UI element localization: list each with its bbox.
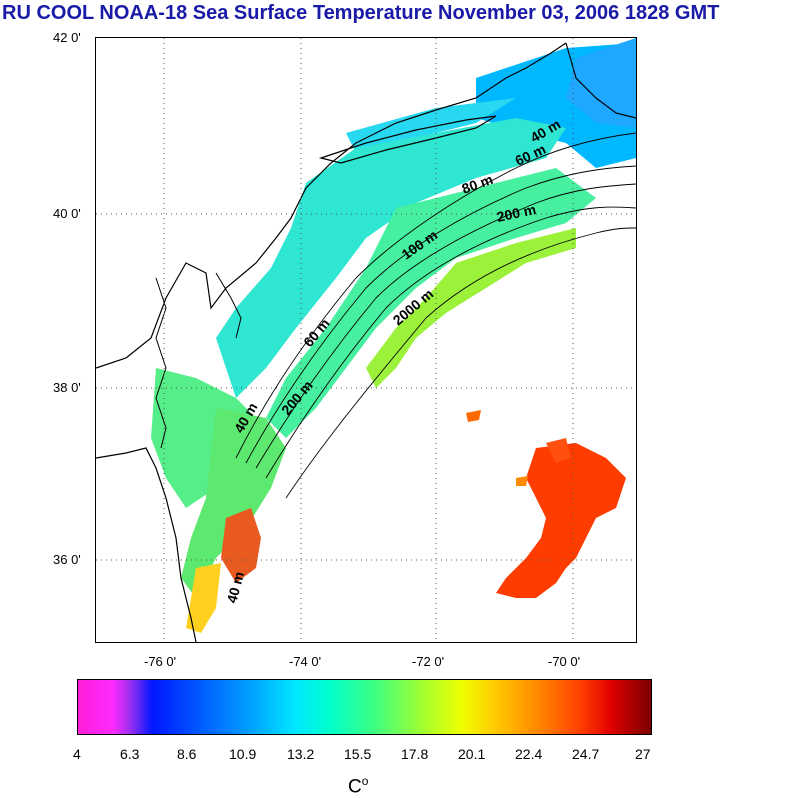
sst-gulf-maine (566, 38, 636, 128)
map-canvas: 40 m 60 m 80 m 200 m 100 m 2000 m 60 m 2… (96, 38, 636, 642)
colorbar-tick-22-4: 22.4 (515, 746, 543, 762)
colorbar-tick-6-3: 6.3 (120, 746, 140, 762)
long-island (318, 115, 497, 164)
unit-text: C (348, 776, 362, 798)
sst-gulf-stream-patch (546, 438, 571, 463)
colorbar-tick-8-6: 8.6 (177, 746, 197, 762)
graticule (96, 38, 636, 642)
sst-warm-cape-hatteras (221, 508, 261, 583)
lon-label-74: -74 0' (289, 654, 322, 669)
sst-li-sound (346, 98, 516, 153)
delaware-bay (215, 272, 242, 339)
colorbar-tick-13-2: 13.2 (287, 746, 315, 762)
colorbar-tick-15-5: 15.5 (344, 746, 372, 762)
sst-shelf-green (266, 168, 596, 438)
lat-label-36: 36 0' (53, 552, 81, 567)
lat-label-42: 42 0' (53, 30, 81, 45)
lon-label-72: -72 0' (412, 654, 445, 669)
unit-superscript: o (361, 774, 369, 788)
colorbar-tick-27: 27 (635, 746, 651, 762)
lon-label-70: -70 0' (548, 654, 581, 669)
colorbar-tick-4: 4 (73, 746, 81, 762)
colorbar-tick-10-9: 10.9 (229, 746, 257, 762)
sst-shelf-cyan (216, 118, 566, 398)
lat-label-38: 38 0' (53, 380, 81, 395)
sst-map: 40 m 60 m 80 m 200 m 100 m 2000 m 60 m 2… (95, 37, 637, 643)
colorbar-tick-24-7: 24.7 (572, 746, 600, 762)
sst-orange-patch (516, 476, 528, 486)
lat-label-40: 40 0' (53, 206, 81, 221)
sst-slope-yellowgreen (366, 228, 576, 388)
chesapeake-bay (155, 277, 167, 449)
colorbar-tick-20-1: 20.1 (458, 746, 486, 762)
sst-southern-shelf (181, 408, 286, 598)
sst-gulf-stream-small (466, 410, 481, 422)
contour-label-40m-south: 40 m (223, 570, 247, 605)
colorbar-tick-17-8: 17.8 (401, 746, 429, 762)
lon-label-76: -76 0' (144, 654, 177, 669)
sst-gulf-stream-ring (496, 443, 626, 598)
temperature-colorbar (77, 679, 652, 735)
map-title: RU COOL NOAA-18 Sea Surface Temperature … (2, 2, 720, 24)
sst-yellow-south (186, 563, 221, 633)
isobaths (235, 132, 636, 499)
coastline (96, 42, 636, 642)
colorbar-unit: Co (348, 774, 368, 798)
